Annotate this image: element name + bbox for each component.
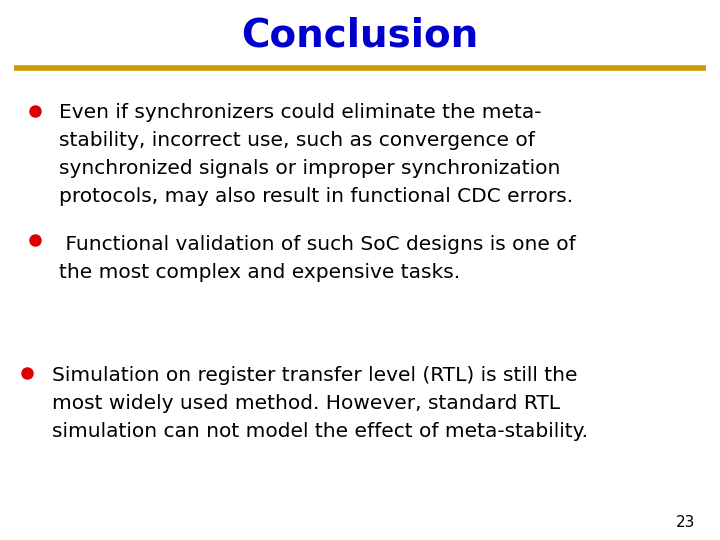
Text: 23: 23 (675, 515, 695, 530)
Text: the most complex and expensive tasks.: the most complex and expensive tasks. (59, 263, 460, 282)
Text: Functional validation of such SoC designs is one of: Functional validation of such SoC design… (59, 235, 576, 254)
Text: Simulation on register transfer level (RTL) is still the: Simulation on register transfer level (R… (52, 366, 577, 385)
Text: stability, incorrect use, such as convergence of: stability, incorrect use, such as conver… (59, 131, 535, 150)
Text: Even if synchronizers could eliminate the meta-: Even if synchronizers could eliminate th… (59, 103, 541, 122)
Text: protocols, may also result in functional CDC errors.: protocols, may also result in functional… (59, 187, 573, 206)
Text: Conclusion: Conclusion (241, 16, 479, 54)
Text: most widely used method. However, standard RTL: most widely used method. However, standa… (52, 394, 560, 413)
Text: synchronized signals or improper synchronization: synchronized signals or improper synchro… (59, 159, 560, 178)
Text: simulation can not model the effect of meta-stability.: simulation can not model the effect of m… (52, 422, 588, 441)
